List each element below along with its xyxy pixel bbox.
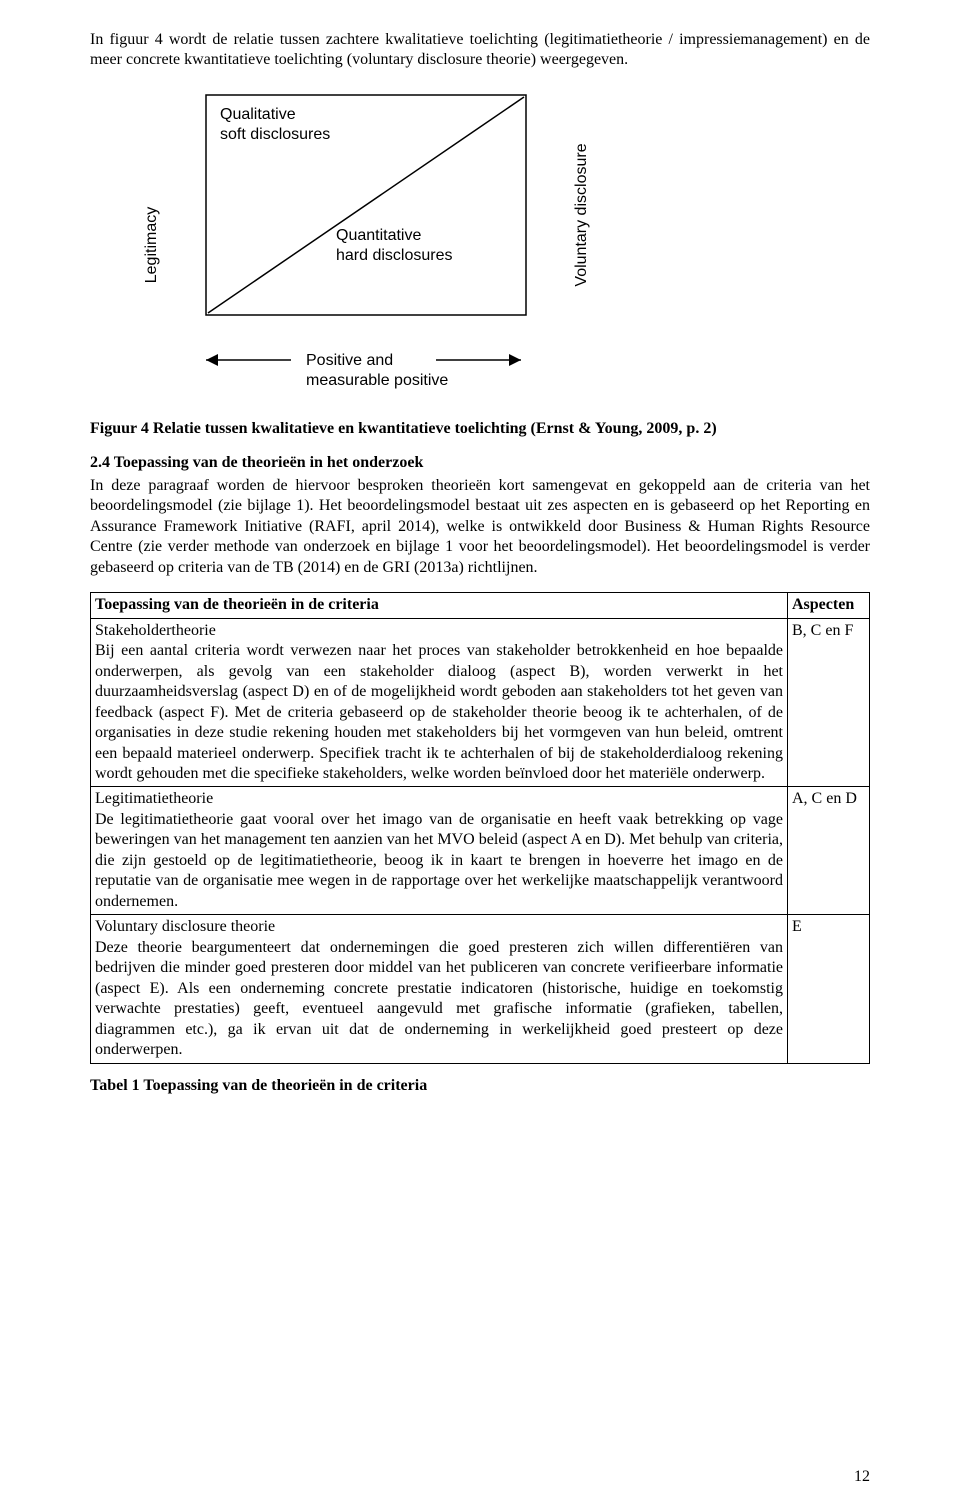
table-row: Voluntary disclosure theorie Deze theori… bbox=[91, 915, 870, 1063]
row-title: Legitimatietheorie bbox=[95, 790, 213, 807]
row-body: Bij een aantal criteria wordt verwezen n… bbox=[95, 642, 783, 782]
section-2-4-title: 2.4 Toepassing van de theorieën in het o… bbox=[90, 453, 870, 473]
criteria-table: Toepassing van de theorieën in de criter… bbox=[90, 592, 870, 1063]
table-header-row: Toepassing van de theorieën in de criter… bbox=[91, 593, 870, 618]
row-title: Stakeholdertheorie bbox=[95, 622, 216, 639]
table-row: Legitimatietheorie De legitimatietheorie… bbox=[91, 787, 870, 915]
row-body: De legitimatietheorie gaat vooral over h… bbox=[95, 811, 783, 910]
diagram-label-qualitative: Qualitative soft disclosures bbox=[220, 106, 330, 143]
diagram-label-quantitative: Quantitative hard disclosures bbox=[336, 227, 453, 264]
table-row: Stakeholdertheorie Bij een aantal criter… bbox=[91, 618, 870, 787]
figure-4-diagram: Qualitative soft disclosures Quantitativ… bbox=[116, 85, 636, 405]
row-aspect: B, C en F bbox=[788, 618, 870, 787]
diagram-y-axis-right: Voluntary disclosure bbox=[573, 143, 590, 286]
intro-paragraph: In figuur 4 wordt de relatie tussen zach… bbox=[90, 30, 870, 71]
page: In figuur 4 wordt de relatie tussen zach… bbox=[0, 0, 960, 1505]
section-2-4-body: In deze paragraaf worden de hiervoor bes… bbox=[90, 476, 870, 578]
figure-4: Qualitative soft disclosures Quantitativ… bbox=[90, 85, 870, 405]
figure-4-caption: Figuur 4 Relatie tussen kwalitatieve en … bbox=[90, 419, 870, 439]
table-header-left: Toepassing van de theorieën in de criter… bbox=[91, 593, 788, 618]
row-aspect: A, C en D bbox=[788, 787, 870, 915]
row-title: Voluntary disclosure theorie bbox=[95, 918, 275, 935]
table-header-right: Aspecten bbox=[788, 593, 870, 618]
diagram-y-axis-left: Legitimacy bbox=[143, 207, 160, 283]
table-1-caption: Tabel 1 Toepassing van de theorieën in d… bbox=[90, 1076, 870, 1096]
row-body: Deze theorie beargumenteert dat ondernem… bbox=[95, 939, 783, 1058]
page-number: 12 bbox=[854, 1467, 870, 1487]
row-aspect: E bbox=[788, 915, 870, 1063]
diagram-x-caption: Positive and measurable positive bbox=[306, 352, 448, 389]
